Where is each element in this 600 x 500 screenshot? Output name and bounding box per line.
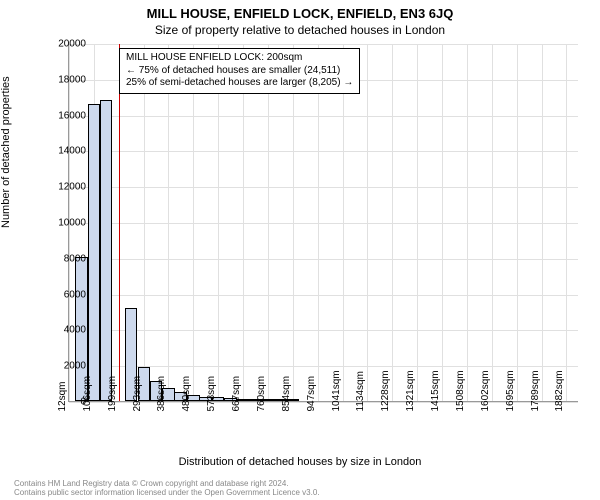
y-tick-label: 18000 — [46, 74, 86, 85]
gridline — [367, 44, 368, 401]
y-tick-label: 6000 — [46, 289, 86, 300]
y-tick-label: 4000 — [46, 325, 86, 336]
reference-line — [119, 44, 120, 401]
footer-line: Contains public sector information licen… — [14, 488, 320, 498]
gridline — [542, 44, 543, 401]
x-axis-label: Distribution of detached houses by size … — [0, 456, 600, 468]
gridline — [144, 44, 145, 401]
gridline — [492, 44, 493, 401]
gridline — [467, 44, 468, 401]
gridline — [69, 402, 578, 403]
gridline — [343, 44, 344, 401]
gridline — [517, 44, 518, 401]
gridline — [243, 44, 244, 401]
footer-line: Contains HM Land Registry data © Crown c… — [14, 479, 320, 489]
y-axis-label: Number of detached properties — [0, 76, 12, 228]
y-tick-label: 8000 — [46, 253, 86, 264]
gridline — [69, 44, 578, 45]
gridline — [69, 330, 578, 331]
gridline — [193, 44, 194, 401]
chart-container: MILL HOUSE, ENFIELD LOCK, ENFIELD, EN3 6… — [0, 0, 600, 500]
bar — [100, 100, 112, 401]
gridline — [69, 187, 578, 188]
annotation-box: MILL HOUSE ENFIELD LOCK: 200sqm ← 75% of… — [119, 48, 360, 94]
gridline — [69, 223, 578, 224]
y-tick-label: 16000 — [46, 110, 86, 121]
y-tick-label: 12000 — [46, 182, 86, 193]
gridline — [168, 44, 169, 401]
annotation-line: 25% of semi-detached houses are larger (… — [126, 77, 353, 90]
gridline — [417, 44, 418, 401]
gridline — [318, 44, 319, 401]
gridline — [268, 44, 269, 401]
bar — [88, 104, 100, 401]
gridline — [69, 295, 578, 296]
y-tick-label: 20000 — [46, 39, 86, 50]
gridline — [69, 259, 578, 260]
y-tick-label: 10000 — [46, 218, 86, 229]
y-tick-label: 2000 — [46, 361, 86, 372]
chart-subtitle: Size of property relative to detached ho… — [0, 21, 600, 39]
y-tick-label: 14000 — [46, 146, 86, 157]
annotation-line: MILL HOUSE ENFIELD LOCK: 200sqm — [126, 52, 353, 65]
gridline — [69, 116, 578, 117]
annotation-line: ← 75% of detached houses are smaller (24… — [126, 65, 353, 78]
gridline — [442, 44, 443, 401]
plot-area: MILL HOUSE ENFIELD LOCK: 200sqm ← 75% of… — [68, 44, 578, 402]
gridline — [218, 44, 219, 401]
gridline — [69, 151, 578, 152]
footer-attribution: Contains HM Land Registry data © Crown c… — [14, 479, 320, 498]
chart-title: MILL HOUSE, ENFIELD LOCK, ENFIELD, EN3 6… — [0, 0, 600, 21]
gridline — [392, 44, 393, 401]
gridline — [566, 44, 567, 401]
gridline — [293, 44, 294, 401]
